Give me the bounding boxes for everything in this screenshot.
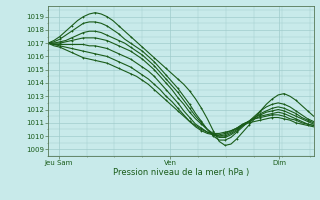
X-axis label: Pression niveau de la mer( hPa ): Pression niveau de la mer( hPa )	[113, 168, 249, 177]
